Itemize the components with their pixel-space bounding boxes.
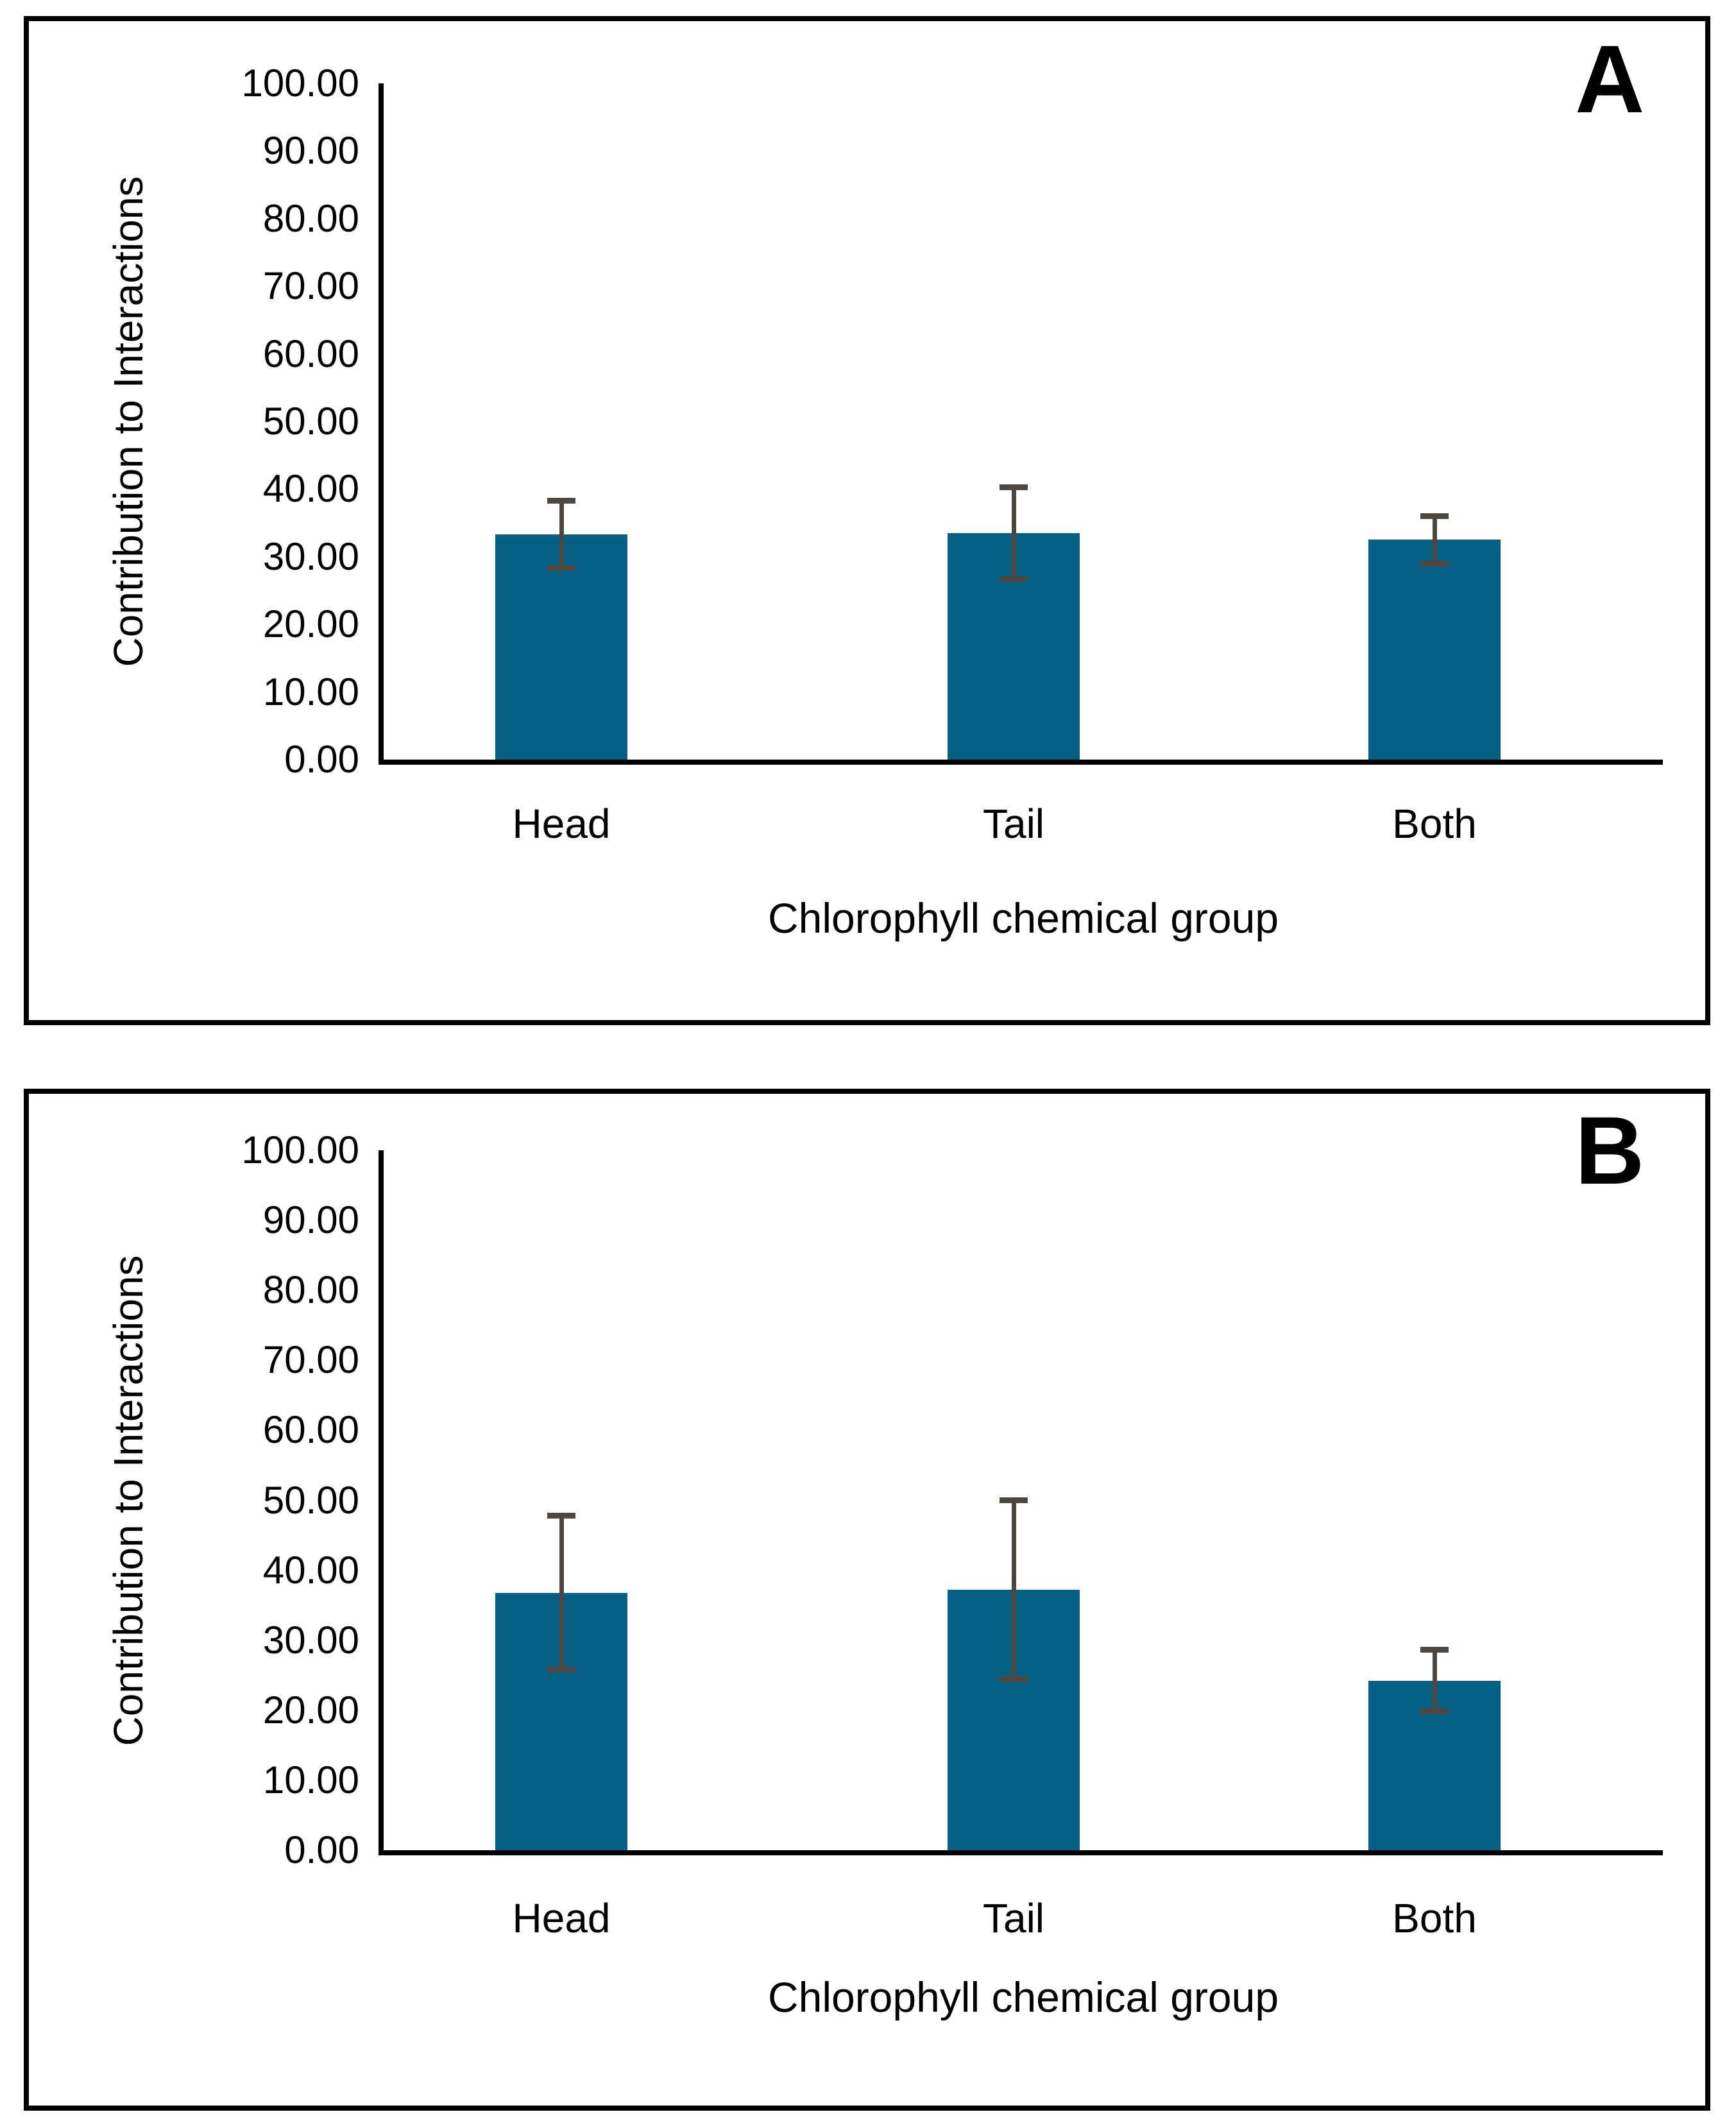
x-axis-line [379,1850,1663,1855]
category-label-head: Head [512,1895,611,1941]
category-label-head: Head [512,801,611,847]
panel-a: A Contribution to Interactions Chlorophy… [24,16,1710,1025]
error-bar-cap-bottom [547,1667,575,1673]
error-bar-line [559,1515,564,1670]
y-tick-label: 10.00 [262,1758,359,1801]
bar-both [1368,540,1501,760]
y-tick-label: 0.00 [284,738,359,781]
category-label-tail: Tail [982,1895,1045,1941]
y-tick-label: 20.00 [262,602,359,646]
bar-head [495,534,627,760]
y-axis-line [379,1150,384,1855]
y-tick-label: 80.00 [262,1268,359,1312]
y-tick-label: 90.00 [262,129,359,173]
y-tick-label: 80.00 [262,196,359,240]
y-tick-label: 100.00 [241,1128,359,1171]
error-bar-cap-bottom [1000,1676,1028,1683]
error-bar-cap-top [1420,1647,1449,1653]
y-tick-label: 20.00 [262,1688,359,1732]
error-bar-cap-top [547,1513,575,1519]
x-axis-title-b: Chlorophyll chemical group [767,1973,1279,2021]
error-bar-cap-bottom [547,565,575,572]
error-bar-cap-top [1000,1497,1028,1503]
error-bar-line [559,500,564,568]
y-tick-label: 40.00 [262,467,359,511]
y-tick-label: 100.00 [241,62,359,105]
y-tick-label: 70.00 [262,1338,359,1382]
y-tick-label: 60.00 [262,1408,359,1452]
y-tick-label: 90.00 [262,1198,359,1242]
y-axis-title-a: Contribution to Interactions [105,176,151,667]
error-bar-line [1011,487,1016,579]
y-tick-label: 0.00 [284,1828,359,1871]
y-tick-label: 30.00 [262,534,359,578]
error-bar-cap-top [547,497,575,504]
error-bar-cap-bottom [1420,1708,1449,1715]
y-axis-line [379,83,384,765]
y-tick-label: 60.00 [262,332,359,375]
error-bar-cap-bottom [1000,576,1028,583]
error-bar-line [1432,516,1437,564]
error-bar-cap-bottom [1420,560,1449,566]
y-tick-label: 10.00 [262,670,359,713]
y-axis-title-b: Contribution to Interactions [105,1255,151,1746]
category-label-both: Both [1392,801,1477,847]
panel-b-label: B [1575,1096,1645,1204]
category-label-both: Both [1392,1895,1477,1941]
y-tick-label: 50.00 [262,1478,359,1522]
y-tick-label: 50.00 [262,400,359,443]
panel-b: B Contribution to Interactions Chlorophy… [24,1089,1710,2111]
error-bar-line [1011,1500,1016,1680]
y-tick-label: 30.00 [262,1618,359,1662]
error-bar-line [1432,1649,1437,1712]
error-bar-cap-top [1420,513,1449,520]
y-tick-label: 70.00 [262,264,359,308]
y-tick-label: 40.00 [262,1548,359,1592]
x-axis-line [379,760,1663,765]
category-label-tail: Tail [982,801,1045,847]
x-axis-title-a: Chlorophyll chemical group [767,894,1279,942]
error-bar-cap-top [1000,484,1028,490]
panel-a-label: A [1575,25,1645,133]
